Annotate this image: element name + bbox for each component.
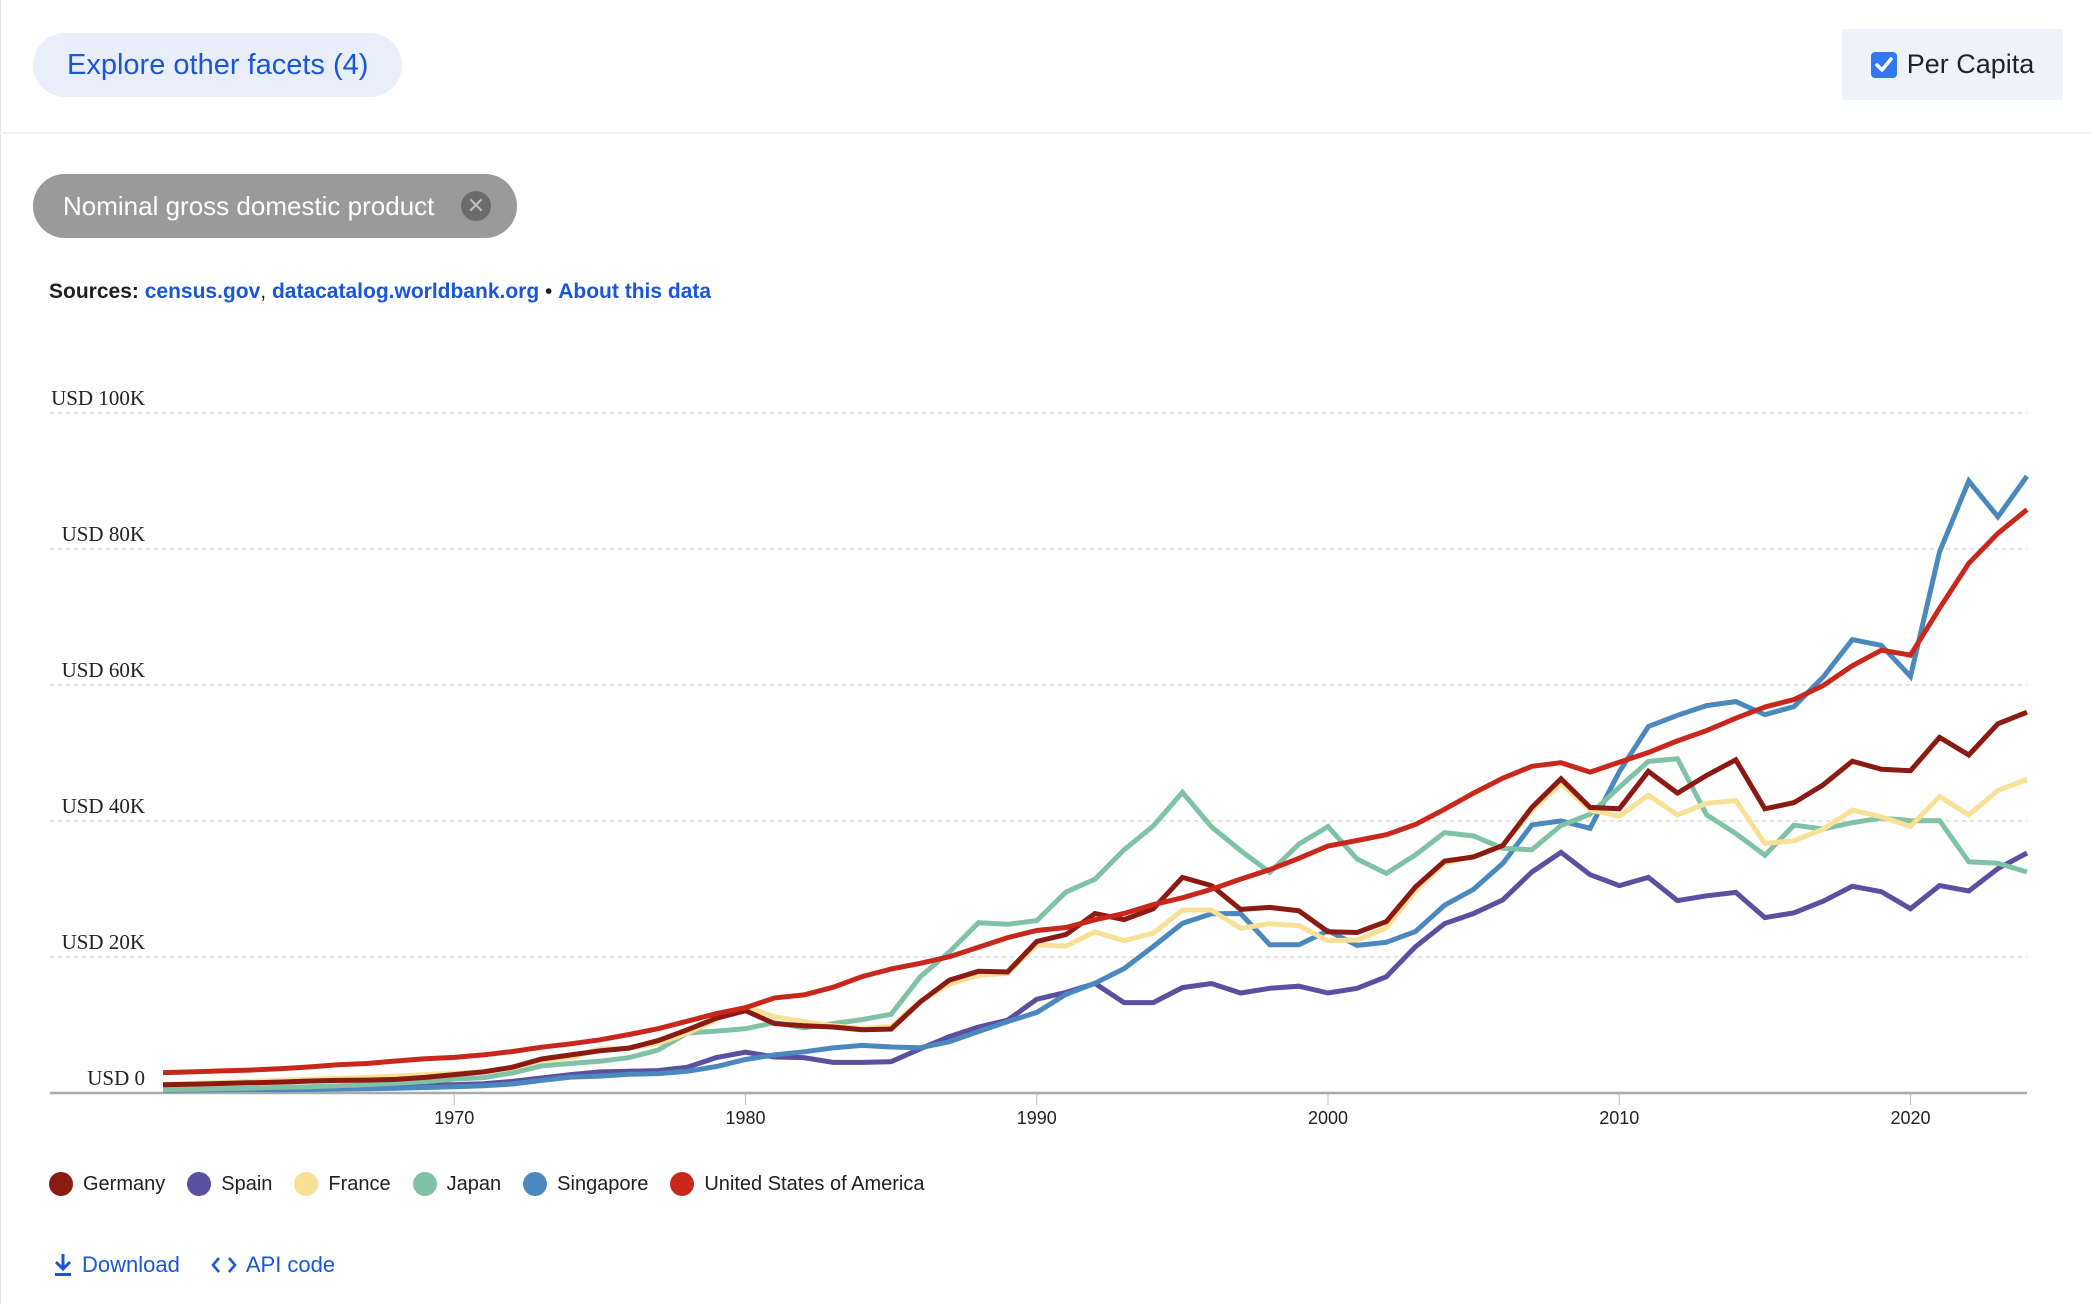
- api-code-label: API code: [245, 1252, 336, 1277]
- legend-label: France: [328, 1172, 391, 1195]
- legend-swatch: [49, 1172, 73, 1196]
- remove-filter-close-icon[interactable]: ✕: [461, 191, 491, 221]
- y-tick-label: USD 100K: [51, 386, 145, 410]
- x-axis: 1970 1980 1990 2000 2010 2020: [50, 1091, 2027, 1128]
- legend-swatch: [523, 1172, 548, 1196]
- legend-item-germany[interactable]: Germany: [49, 1172, 165, 1196]
- source-link-worldbank[interactable]: datacatalog.worldbank.org: [271, 280, 540, 303]
- per-capita-checkbox[interactable]: [1870, 51, 1897, 78]
- filter-chip-label: Nominal gross domestic product: [63, 190, 435, 221]
- x-tick-label: 1970: [434, 1108, 474, 1128]
- code-brackets-icon: [211, 1257, 237, 1273]
- legend-swatch: [412, 1172, 437, 1196]
- checkmark-icon: [1874, 56, 1893, 72]
- per-capita-toggle[interactable]: Per Capita: [1842, 29, 2063, 100]
- y-tick-label: USD 40K: [62, 794, 145, 818]
- series-line-france[interactable]: [162, 777, 2028, 1087]
- x-tick-label: 1990: [1017, 1108, 1057, 1128]
- series-lines: [162, 474, 2030, 1093]
- legend-item-japan[interactable]: Japan: [412, 1172, 502, 1196]
- filter-chip-nominal-gdp[interactable]: Nominal gross domestic product ✕: [33, 174, 517, 238]
- y-axis-ticks: USD 0 USD 20K USD 40K USD 60K USD 80K USD 100…: [51, 386, 145, 1090]
- chart-legend: Germany Spain France Japan Singapore United S…: [49, 1172, 946, 1196]
- top-toolbar: Explore other facets (4) Per Capita: [0, 0, 2092, 134]
- line-chart: USD 0 USD 20K USD 40K USD 60K USD 80K USD 100…: [50, 386, 2030, 1128]
- legend-item-france[interactable]: France: [294, 1172, 391, 1196]
- chart-footer: Download API code: [52, 1252, 335, 1278]
- series-line-singapore[interactable]: [162, 474, 2030, 1093]
- series-line-germany[interactable]: [162, 709, 2028, 1088]
- explore-facets-button[interactable]: Explore other facets (4): [33, 33, 403, 97]
- about-data-link[interactable]: About this data: [558, 280, 712, 303]
- legend-item-singapore[interactable]: Singapore: [523, 1172, 648, 1196]
- x-tick-label: 2010: [1599, 1108, 1639, 1128]
- legend-label: United States of America: [704, 1172, 925, 1195]
- x-tick-label: 2020: [1890, 1108, 1930, 1128]
- y-tick-label: USD 0: [87, 1066, 145, 1090]
- x-tick-label: 2000: [1308, 1108, 1348, 1128]
- legend-swatch: [294, 1172, 319, 1196]
- legend-item-united-states-of-america[interactable]: United States of America: [670, 1172, 924, 1196]
- grid-lines: [50, 412, 2027, 958]
- y-tick-label: USD 60K: [62, 658, 145, 682]
- download-label: Download: [82, 1252, 180, 1277]
- y-tick-label: USD 80K: [62, 522, 145, 546]
- sources-label: Sources:: [49, 280, 139, 303]
- legend-label: Spain: [221, 1172, 273, 1195]
- comma: ,: [260, 280, 267, 303]
- legend-label: Japan: [446, 1172, 502, 1195]
- x-tick-label: 1980: [725, 1108, 765, 1128]
- series-line-japan[interactable]: [162, 756, 2028, 1093]
- download-icon: [54, 1254, 72, 1276]
- download-button[interactable]: Download: [52, 1252, 180, 1278]
- legend-item-spain[interactable]: Spain: [187, 1172, 272, 1196]
- series-line-spain[interactable]: [162, 849, 2029, 1093]
- legend-label: Germany: [83, 1172, 166, 1195]
- left-border: [0, 0, 1, 1304]
- api-code-button[interactable]: API code: [210, 1252, 335, 1278]
- legend-swatch: [187, 1172, 212, 1196]
- series-line-united-states-of-america[interactable]: [162, 507, 2029, 1076]
- separator-dot: •: [545, 280, 553, 303]
- sources-line: Sources: census.gov, datacatalog.worldba…: [49, 280, 711, 304]
- legend-swatch: [670, 1172, 695, 1196]
- per-capita-label: Per Capita: [1906, 49, 2035, 79]
- y-tick-label: USD 20K: [62, 930, 145, 954]
- source-link-census[interactable]: census.gov: [144, 280, 261, 303]
- legend-label: Singapore: [557, 1172, 649, 1195]
